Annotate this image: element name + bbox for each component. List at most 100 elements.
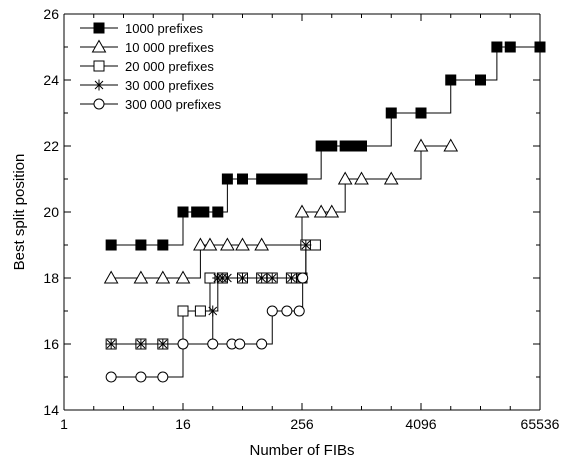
point-open-circle bbox=[177, 338, 189, 350]
y-axis-label: Best split position bbox=[11, 154, 28, 271]
point-open-triangle bbox=[220, 237, 235, 251]
x-tick-label: 1 bbox=[60, 416, 68, 432]
point-open-triangle bbox=[133, 270, 149, 284]
y-axis-ticks: 14 16 18 20 22 24 26 bbox=[43, 6, 540, 418]
y-tick-label: 16 bbox=[43, 336, 59, 352]
point-asterisk bbox=[300, 239, 312, 251]
point-open-circle bbox=[93, 98, 105, 110]
point-filled-square bbox=[221, 173, 233, 185]
point-asterisk bbox=[221, 272, 233, 284]
y-tick-label: 14 bbox=[43, 402, 59, 418]
legend-entry: 300 000 prefixes bbox=[80, 97, 222, 112]
point-filled-square bbox=[504, 41, 516, 53]
point-filled-square bbox=[266, 173, 278, 185]
series-line bbox=[111, 245, 307, 345]
series-line bbox=[111, 278, 304, 378]
legend-label: 1000 prefixes bbox=[125, 21, 204, 36]
y-tick-label: 20 bbox=[43, 204, 59, 220]
point-open-circle bbox=[293, 305, 305, 317]
point-filled-square bbox=[157, 239, 169, 251]
point-open-circle bbox=[157, 371, 169, 383]
series-5 bbox=[105, 272, 309, 383]
y-tick-label: 18 bbox=[43, 270, 59, 286]
x-tick-label: 4096 bbox=[405, 416, 436, 432]
point-filled-square bbox=[135, 239, 147, 251]
point-open-triangle bbox=[383, 171, 399, 185]
point-filled-square bbox=[475, 74, 486, 86]
point-open-circle bbox=[234, 338, 246, 350]
series-3 bbox=[105, 239, 321, 350]
point-filled-square bbox=[445, 74, 457, 86]
x-tick-label: 256 bbox=[290, 416, 314, 432]
point-asterisk bbox=[135, 338, 147, 350]
legend-entry: 20 000 prefixes bbox=[80, 59, 214, 74]
point-filled-square bbox=[237, 173, 248, 185]
point-asterisk bbox=[256, 272, 268, 284]
point-open-circle bbox=[266, 305, 278, 317]
legend: 1000 prefixes 10 000 prefixes 20 000 prefi… bbox=[80, 21, 222, 112]
point-open-triangle bbox=[193, 237, 208, 251]
point-filled-square bbox=[356, 140, 367, 152]
legend-entry: 10 000 prefixes bbox=[80, 39, 214, 55]
point-open-square bbox=[93, 60, 105, 72]
point-open-triangle bbox=[175, 270, 191, 284]
point-open-triangle bbox=[202, 237, 218, 251]
point-filled-square bbox=[105, 239, 117, 251]
point-open-triangle bbox=[324, 204, 340, 218]
point-filled-square bbox=[285, 173, 297, 185]
x-tick-label: 65536 bbox=[521, 416, 560, 432]
point-filled-square bbox=[212, 206, 224, 218]
point-open-triangle bbox=[155, 270, 171, 284]
point-filled-square bbox=[198, 206, 210, 218]
legend-label: 10 000 prefixes bbox=[125, 40, 214, 55]
point-open-circle bbox=[256, 338, 268, 350]
series-line bbox=[111, 145, 451, 279]
point-open-triangle bbox=[235, 237, 250, 251]
point-open-square bbox=[194, 305, 206, 317]
point-asterisk bbox=[237, 272, 248, 284]
point-open-square bbox=[177, 305, 189, 317]
point-open-circle bbox=[105, 371, 117, 383]
legend-label: 20 000 prefixes bbox=[125, 59, 214, 74]
y-tick-label: 22 bbox=[43, 138, 59, 154]
point-filled-square bbox=[177, 206, 189, 218]
x-tick-label: 16 bbox=[175, 416, 191, 432]
point-open-triangle bbox=[254, 237, 270, 251]
point-filled-square bbox=[339, 140, 351, 152]
point-open-circle bbox=[281, 305, 293, 317]
point-asterisk bbox=[266, 272, 278, 284]
point-asterisk bbox=[157, 338, 169, 350]
legend-label: 30 000 prefixes bbox=[125, 78, 214, 93]
point-open-circle bbox=[297, 272, 309, 284]
x-axis-ticks: 1 16 256 4096 65536 bbox=[60, 14, 560, 432]
legend-entry: 30 000 prefixes bbox=[80, 78, 214, 93]
series-4 bbox=[105, 239, 312, 350]
point-filled-square bbox=[256, 173, 268, 185]
point-asterisk bbox=[207, 305, 219, 317]
point-filled-square bbox=[93, 22, 105, 34]
series-2 bbox=[103, 138, 459, 284]
point-open-triangle bbox=[354, 171, 369, 185]
point-open-circle bbox=[135, 371, 147, 383]
x-axis-label: Number of FIBs bbox=[249, 442, 354, 459]
point-filled-square bbox=[315, 140, 327, 152]
point-open-square bbox=[309, 239, 321, 251]
legend-label: 300 000 prefixes bbox=[125, 97, 222, 112]
point-open-triangle bbox=[103, 270, 119, 284]
point-open-triangle bbox=[337, 171, 353, 185]
series-1 bbox=[105, 41, 546, 251]
point-filled-square bbox=[276, 173, 288, 185]
point-open-triangle bbox=[294, 204, 310, 218]
point-asterisk bbox=[93, 79, 105, 91]
series-line bbox=[111, 244, 316, 345]
point-filled-square bbox=[326, 140, 338, 152]
point-asterisk bbox=[105, 338, 117, 350]
y-tick-label: 24 bbox=[43, 72, 59, 88]
point-open-circle bbox=[207, 338, 219, 350]
point-open-triangle bbox=[313, 204, 329, 218]
series-layer bbox=[103, 41, 546, 383]
point-open-triangle bbox=[443, 138, 459, 152]
point-filled-square bbox=[415, 107, 427, 119]
legend-entry: 1000 prefixes bbox=[80, 21, 204, 36]
